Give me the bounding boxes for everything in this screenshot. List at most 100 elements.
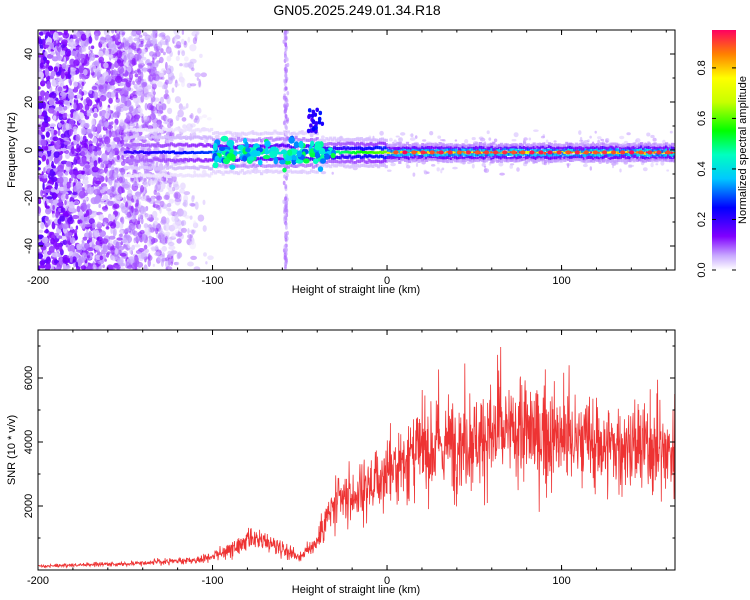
noise-blob bbox=[189, 83, 197, 87]
carrier-halo bbox=[288, 132, 292, 136]
noise-blob bbox=[115, 75, 123, 84]
noise-blob bbox=[83, 69, 88, 76]
carrier-halo bbox=[238, 170, 242, 174]
carrier-halo bbox=[451, 158, 456, 162]
carrier-halo bbox=[501, 155, 505, 159]
noise-blob bbox=[160, 181, 166, 190]
carrier-halo bbox=[515, 157, 519, 161]
carrier-halo bbox=[240, 164, 244, 168]
carrier-halo bbox=[177, 128, 181, 132]
noise-blob bbox=[143, 223, 148, 229]
noise-blob bbox=[38, 44, 44, 50]
noise-blob bbox=[85, 167, 91, 176]
noise-blob bbox=[131, 229, 136, 236]
noise-blob bbox=[196, 31, 199, 36]
carrier-halo bbox=[290, 164, 294, 168]
background-speckle bbox=[662, 139, 666, 144]
noise-blob bbox=[146, 92, 154, 99]
noise-blob bbox=[92, 264, 97, 270]
background-speckle bbox=[390, 162, 396, 167]
carrier-halo bbox=[425, 153, 429, 157]
noise-blob bbox=[76, 95, 83, 99]
carrier-halo bbox=[260, 132, 264, 136]
noise-blob bbox=[38, 229, 44, 234]
carrier-halo bbox=[336, 137, 340, 141]
carrier-halo bbox=[417, 159, 421, 163]
carrier-halo bbox=[503, 147, 507, 151]
noise-blob bbox=[207, 255, 214, 260]
carrier-halo bbox=[269, 169, 273, 173]
carrier-core bbox=[473, 150, 477, 154]
carrier-halo bbox=[269, 132, 273, 136]
carrier-halo bbox=[325, 164, 329, 168]
carrier-halo bbox=[133, 173, 137, 177]
carrier-halo bbox=[528, 144, 532, 148]
carrier-halo bbox=[217, 132, 221, 136]
noise-blob bbox=[38, 253, 44, 259]
carrier-halo bbox=[354, 143, 358, 147]
background-speckle bbox=[567, 163, 570, 169]
noise-blob bbox=[121, 155, 124, 160]
carrier-halo bbox=[492, 153, 496, 157]
noise-blob bbox=[47, 116, 51, 122]
carrier-halo bbox=[242, 171, 246, 175]
carrier-halo bbox=[192, 174, 196, 178]
carrier-halo bbox=[476, 153, 481, 157]
carrier-halo bbox=[355, 159, 360, 163]
noise-blob bbox=[77, 219, 81, 224]
carrier-halo bbox=[473, 157, 477, 161]
carrier-halo bbox=[503, 153, 507, 157]
carrier-halo bbox=[302, 132, 306, 136]
carrier-halo bbox=[169, 173, 173, 177]
noise-blob bbox=[38, 102, 44, 109]
carrier-halo bbox=[421, 146, 425, 150]
carrier-halo bbox=[188, 144, 193, 148]
noise-blob bbox=[108, 97, 113, 104]
noise-blob bbox=[86, 254, 91, 259]
background-speckle bbox=[579, 136, 583, 141]
carrier-halo bbox=[167, 175, 171, 179]
interference-blob bbox=[284, 204, 288, 209]
background-speckle bbox=[464, 139, 469, 144]
noise-blob bbox=[122, 107, 129, 111]
carrier-halo bbox=[254, 164, 258, 168]
noise-blob bbox=[120, 78, 129, 83]
carrier-halo bbox=[411, 153, 415, 157]
carrier-halo bbox=[140, 173, 145, 177]
carrier-halo bbox=[473, 158, 477, 162]
carrier-halo bbox=[292, 146, 296, 150]
noise-blob bbox=[110, 130, 118, 138]
noise-blob bbox=[60, 235, 67, 241]
background-speckle bbox=[666, 169, 670, 172]
carrier-halo bbox=[135, 129, 139, 133]
carrier-halo bbox=[380, 163, 385, 167]
interference-blob bbox=[284, 86, 288, 91]
noise-blob bbox=[134, 73, 139, 78]
carrier-halo bbox=[432, 146, 436, 150]
carrier-halo bbox=[375, 159, 379, 163]
noise-blob bbox=[70, 112, 74, 118]
carrier-halo bbox=[283, 163, 287, 167]
carrier-halo bbox=[444, 145, 448, 149]
carrier-halo bbox=[202, 166, 206, 170]
carrier-halo bbox=[167, 136, 171, 140]
carrier-halo bbox=[492, 147, 496, 151]
carrier-halo bbox=[352, 142, 356, 146]
carrier-halo bbox=[475, 158, 479, 162]
carrier-halo bbox=[183, 129, 187, 133]
carrier-halo bbox=[359, 137, 363, 141]
carrier-halo bbox=[233, 163, 237, 167]
carrier-halo bbox=[225, 144, 229, 148]
noise-blob bbox=[75, 114, 80, 121]
carrier-halo bbox=[185, 158, 189, 162]
carrier-halo bbox=[448, 147, 452, 151]
carrier-halo bbox=[475, 153, 479, 157]
noise-blob bbox=[84, 176, 89, 181]
noise-blob bbox=[39, 41, 42, 45]
carrier-core bbox=[415, 151, 419, 154]
carrier-core bbox=[183, 150, 187, 154]
noise-blob bbox=[109, 180, 113, 186]
background-speckle bbox=[320, 171, 327, 175]
carrier-halo bbox=[517, 153, 521, 157]
carrier-halo bbox=[206, 165, 210, 169]
